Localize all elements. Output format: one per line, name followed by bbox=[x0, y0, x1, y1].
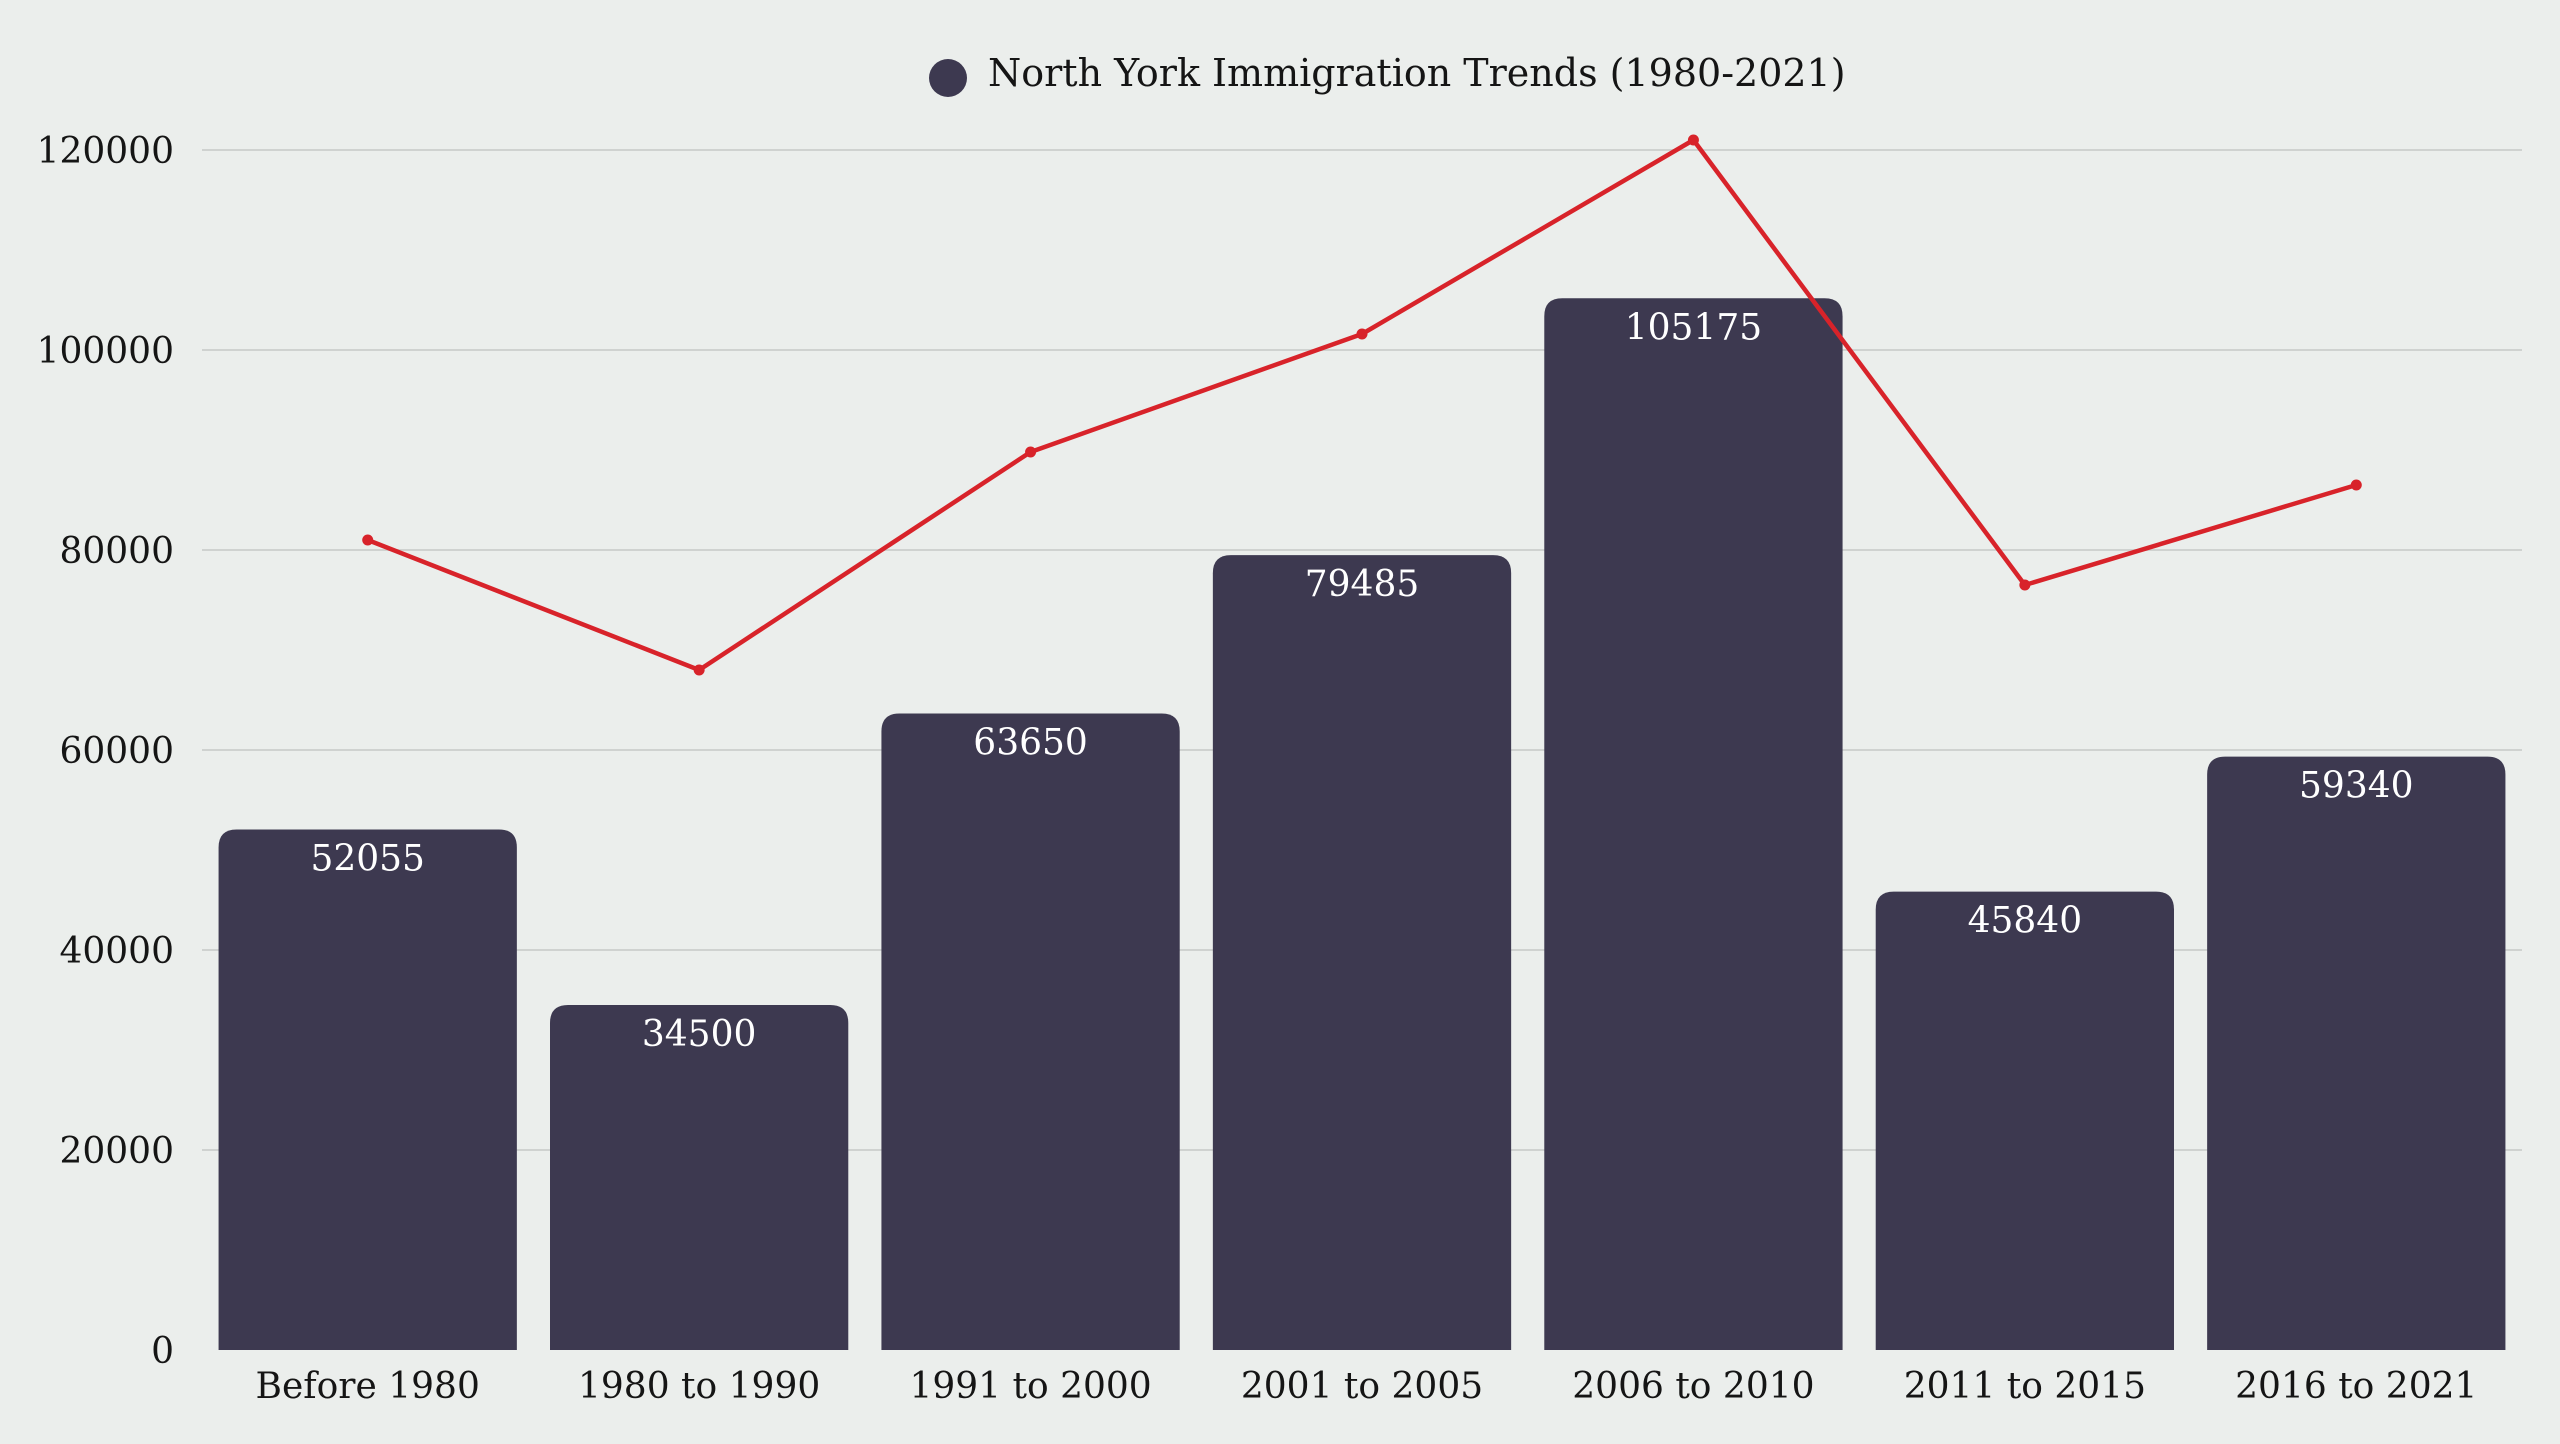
bar-value-label: 34500 bbox=[642, 1014, 757, 1055]
y-tick-label: 0 bbox=[151, 1331, 174, 1372]
bar bbox=[2207, 756, 2506, 1350]
x-tick-label: 2001 to 2005 bbox=[1241, 1366, 1483, 1407]
y-tick-label: 120000 bbox=[37, 131, 174, 172]
bar bbox=[1875, 891, 2174, 1350]
legend-marker bbox=[929, 59, 967, 97]
line-point bbox=[2019, 579, 2031, 591]
x-tick-label: 1991 to 2000 bbox=[909, 1366, 1151, 1407]
x-axis-tick-labels: Before 1980 1980 to 1990 1991 to 2000 2001 … bbox=[256, 1366, 2478, 1407]
x-tick-label: 2011 to 2015 bbox=[1904, 1366, 2146, 1407]
bar-value-label: 52055 bbox=[310, 838, 425, 879]
y-tick-label: 100000 bbox=[37, 331, 174, 372]
bar bbox=[1544, 298, 1843, 1350]
legend: North York Immigration Trends (1980-2021… bbox=[929, 51, 1846, 97]
x-tick-label: 1980 to 1990 bbox=[578, 1366, 820, 1407]
line-point bbox=[1687, 134, 1699, 146]
bar bbox=[550, 1005, 849, 1350]
y-tick-label: 60000 bbox=[59, 731, 174, 772]
bar bbox=[218, 829, 517, 1350]
y-tick-label: 40000 bbox=[59, 931, 174, 972]
legend-label: North York Immigration Trends (1980-2021… bbox=[988, 51, 1846, 95]
bar-value-label: 105175 bbox=[1625, 307, 1762, 348]
x-tick-label: 2016 to 2021 bbox=[2235, 1366, 2477, 1407]
bar bbox=[881, 713, 1180, 1350]
y-tick-label: 20000 bbox=[59, 1131, 174, 1172]
line-point bbox=[2350, 479, 2362, 491]
bar-value-label: 45840 bbox=[1968, 901, 2083, 942]
bar bbox=[1212, 555, 1512, 1350]
bars bbox=[218, 298, 2506, 1350]
line-point bbox=[1356, 328, 1368, 340]
bar-value-labels: 52055 34500 63650 79485 105175 45840 59340 bbox=[310, 307, 2413, 1055]
line-point bbox=[693, 664, 705, 676]
y-axis-tick-labels: 0 20000 40000 60000 80000 100000 120000 bbox=[37, 131, 174, 1372]
y-tick-label: 80000 bbox=[59, 531, 174, 572]
bar-value-label: 79485 bbox=[1305, 564, 1420, 605]
bar-value-label: 59340 bbox=[2299, 766, 2414, 807]
bar-value-label: 63650 bbox=[973, 723, 1088, 764]
line-point bbox=[1025, 446, 1037, 458]
x-tick-label: Before 1980 bbox=[256, 1366, 480, 1407]
x-tick-label: 2006 to 2010 bbox=[1572, 1366, 1814, 1407]
line-series bbox=[362, 134, 2362, 676]
line-point bbox=[362, 534, 374, 546]
